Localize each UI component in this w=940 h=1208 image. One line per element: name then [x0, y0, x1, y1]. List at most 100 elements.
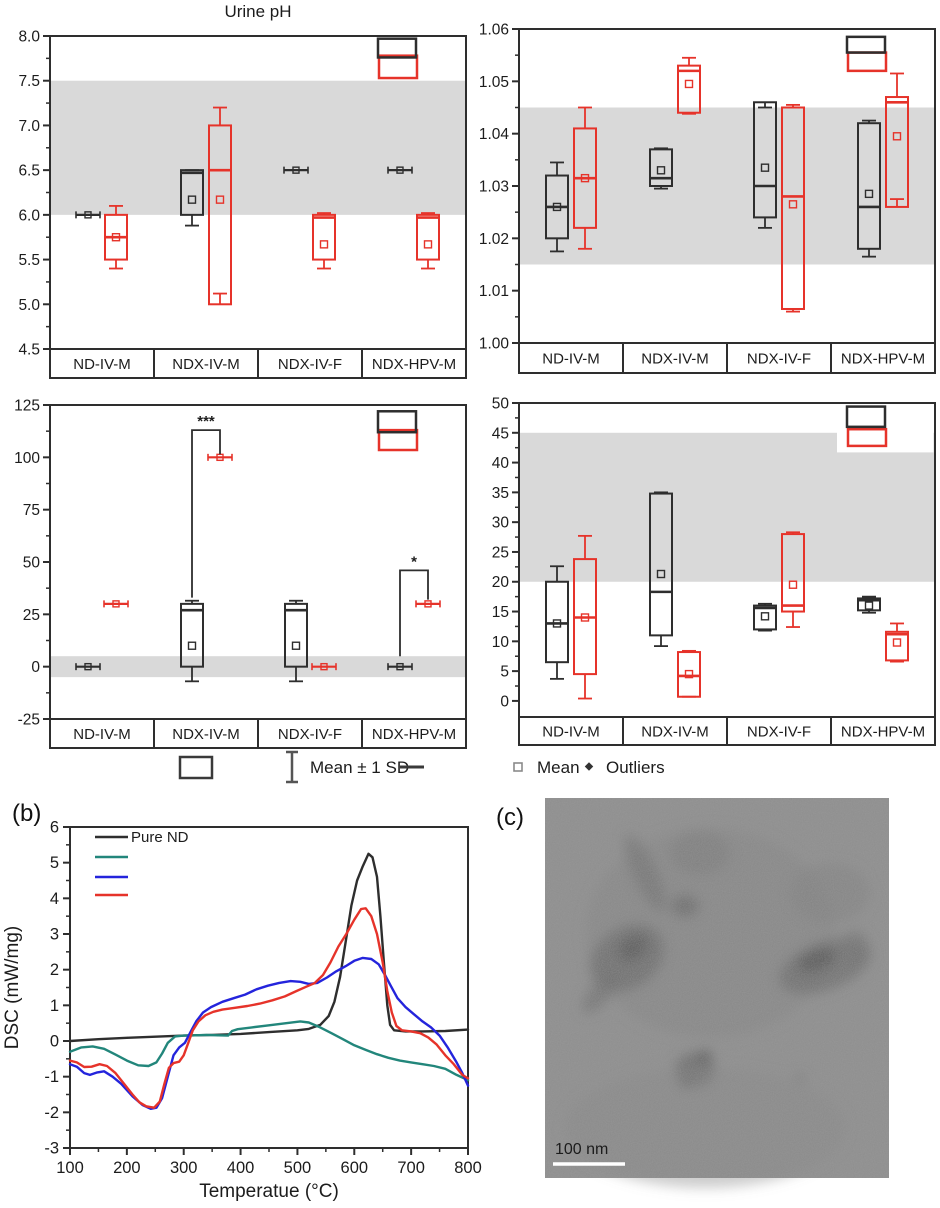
svg-text:7.0: 7.0 [18, 118, 40, 135]
plot-frame [69, 826, 469, 1149]
svg-text:-25: -25 [18, 712, 40, 729]
svg-text:NDX-HPV-M: NDX-HPV-M [841, 724, 925, 741]
category-row: ND-IV-M NDX-IV-M NDX-IV-F NDX-HPV-M [49, 348, 467, 379]
svg-text:40: 40 [492, 455, 510, 472]
svg-text:NDX-IV-M: NDX-IV-M [172, 356, 240, 373]
y-axis: 1.00 1.01 1.02 1.03 1.04 1.05 1.06 [479, 22, 519, 353]
svg-text:125: 125 [14, 398, 40, 415]
box-series-black [75, 599, 413, 683]
svg-text:700: 700 [397, 1159, 425, 1177]
svg-text:***: *** [197, 413, 215, 430]
svg-text:3: 3 [50, 926, 59, 944]
svg-text:5: 5 [50, 854, 59, 872]
legend-mean-outliers-group: Mean Outliers [513, 758, 665, 777]
svg-text:-3: -3 [44, 1140, 59, 1158]
svg-text:NDX-IV-F: NDX-IV-F [278, 726, 342, 743]
svg-text:Pure ND: Pure ND [131, 829, 189, 846]
dsc-curves [68, 852, 470, 1110]
svg-text:0: 0 [500, 693, 509, 710]
boxplot-legend-strip: Mean ± 1 SD Mean Outliers [178, 750, 665, 784]
box-series-red [104, 106, 440, 306]
svg-text:4.5: 4.5 [18, 342, 40, 359]
svg-text:50: 50 [23, 555, 41, 572]
category-row: ND-IV-M NDX-IV-M NDX-IV-F NDX-HPV-M [518, 716, 936, 746]
svg-text:Outliers: Outliers [606, 758, 665, 777]
svg-text:1.03: 1.03 [479, 179, 509, 196]
svg-text:600: 600 [341, 1159, 369, 1177]
svg-text:100: 100 [14, 450, 40, 467]
y-axis: -3 -2 -1 0 1 2 3 4 5 6 DSC (mW/mg) [2, 819, 70, 1158]
panel-b-label: (b) [12, 800, 42, 827]
svg-text:5.0: 5.0 [18, 297, 40, 314]
svg-text:25: 25 [492, 544, 509, 561]
urine-score-box-plot: 0 5 10 15 20 25 30 35 40 45 50 ND-IV-M NDX-IV-M NDX-I… [492, 396, 936, 746]
box-swatch-icon [178, 755, 214, 780]
tem-grain-overlay [545, 798, 889, 1178]
svg-text:400: 400 [227, 1159, 255, 1177]
svg-text:8.0: 8.0 [18, 29, 40, 46]
reference-band [51, 80, 465, 215]
svg-text:0: 0 [31, 659, 40, 676]
svg-text:5: 5 [500, 664, 509, 681]
dsc-curve-blue [68, 956, 470, 1110]
box-series-red [573, 56, 909, 313]
svg-text:45: 45 [492, 425, 509, 442]
box-series-black [75, 166, 413, 227]
tem-micrograph: 100 nm [545, 798, 889, 1188]
svg-text:1.05: 1.05 [479, 74, 509, 91]
svg-text:1.06: 1.06 [479, 22, 509, 39]
y-axis: 0 5 10 15 20 25 30 35 40 45 50 [492, 396, 519, 710]
svg-text:ND-IV-M: ND-IV-M [73, 726, 131, 743]
svg-text:NDX-IV-F: NDX-IV-F [278, 356, 342, 373]
svg-text:1.01: 1.01 [479, 283, 509, 300]
category-row: ND-IV-M NDX-IV-M NDX-IV-F NDX-HPV-M [518, 342, 936, 374]
outlier-diamond-icon [584, 762, 594, 771]
box-series-red [573, 531, 909, 700]
box-series-red [103, 453, 441, 671]
svg-text:0: 0 [50, 1033, 59, 1051]
dsc-line-chart: 100 200 300 400 500 600 700 800 Temperatue (°C) -… [2, 819, 482, 1203]
box-series-black [545, 101, 881, 258]
svg-text:NDX-HPV-M: NDX-HPV-M [372, 356, 456, 373]
panel-c-label: (c) [496, 804, 524, 831]
svg-text:ND-IV-M: ND-IV-M [73, 356, 131, 373]
y-axis: -25 0 25 50 75 100 125 [14, 398, 50, 729]
dsc-curve-red [68, 907, 470, 1109]
svg-text:5.5: 5.5 [18, 252, 40, 269]
chart-legend: Pure ND [95, 829, 189, 897]
svg-text:500: 500 [284, 1159, 312, 1177]
svg-text:1.02: 1.02 [479, 231, 509, 248]
svg-text:6.5: 6.5 [18, 163, 40, 180]
svg-text:200: 200 [113, 1159, 141, 1177]
svg-text:75: 75 [23, 502, 40, 519]
svg-text:NDX-IV-M: NDX-IV-M [641, 724, 709, 741]
svg-text:100: 100 [56, 1159, 84, 1177]
svg-text:NDX-IV-F: NDX-IV-F [747, 724, 811, 741]
svg-text:Mean ± 1 SD: Mean ± 1 SD [310, 758, 409, 777]
reference-band [520, 107, 934, 265]
svg-text:-2: -2 [44, 1104, 59, 1122]
svg-text:NDX-HPV-M: NDX-HPV-M [841, 351, 925, 368]
svg-text:6: 6 [50, 819, 59, 837]
y-axis: 4.5 5.0 5.5 6.0 6.5 7.0 7.5 8.0 [18, 29, 50, 359]
svg-text:DSC (mW/mg): DSC (mW/mg) [2, 926, 23, 1049]
svg-text:Mean: Mean [537, 758, 580, 777]
chart-title: Urine pH [224, 2, 291, 21]
dsc-curve-teal [68, 1020, 470, 1082]
urine-ph-box-plot: Urine pH4.55.05.56.06.57.07.58.0ND-IV-M N… [18, 2, 467, 379]
svg-text:NDX-IV-F: NDX-IV-F [747, 351, 811, 368]
inset-group-swatches [845, 405, 888, 448]
svg-text:15: 15 [492, 604, 509, 621]
svg-text:2: 2 [50, 961, 59, 979]
mean-square-icon [513, 762, 523, 772]
svg-text:300: 300 [170, 1159, 198, 1177]
dsc-curve-black [68, 852, 470, 1043]
significance-bracket: *** [191, 413, 221, 598]
svg-text:NDX-IV-M: NDX-IV-M [172, 726, 240, 743]
svg-text:6.0: 6.0 [18, 207, 40, 224]
svg-text:ND-IV-M: ND-IV-M [542, 351, 600, 368]
urine-gravity-box-plot: 1.00 1.01 1.02 1.03 1.04 1.05 1.06 ND-IV-M NDX-I… [479, 22, 936, 374]
svg-text:-1: -1 [44, 1068, 59, 1086]
